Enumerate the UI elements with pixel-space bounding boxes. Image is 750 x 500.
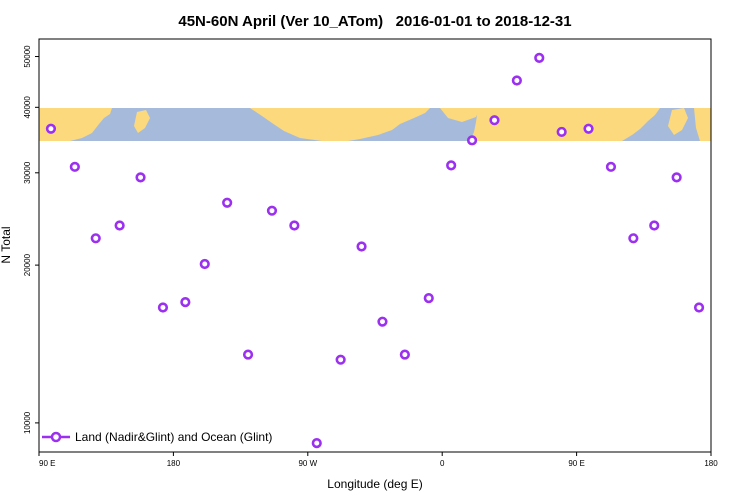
y-axis-label: N Total [0,226,13,263]
data-point [693,302,705,313]
data-point [311,438,322,449]
data-point [423,293,434,304]
x-axis: 90 E 180 90 W 0 90 E 180 [38,452,718,468]
data-point [356,241,367,252]
data-point [222,197,233,208]
data-point [266,205,278,216]
map-land-japan [134,110,150,133]
data-point [45,123,57,134]
data-point [180,297,191,308]
data-point [157,302,169,313]
x-tick-label: 90 E [39,459,55,468]
data-point [534,52,545,63]
map-land-asia-east [39,108,112,141]
data-point [135,172,146,183]
world-map-band [39,108,711,141]
data-point [399,349,410,360]
x-axis-label: Longitude (deg E) [327,477,422,491]
data-point [90,233,101,244]
x-tick-label: 90 E [568,459,584,468]
plot-frame [38,38,712,453]
data-point [69,161,80,172]
x-tick-label: 90 W [298,459,317,468]
x-tick-label: 180 [704,459,718,468]
map-land-eurasia [470,108,660,141]
data-point [335,354,346,365]
y-axis: 10000 20000 30000 40000 50000 [23,45,39,434]
data-point [242,349,254,360]
data-point [114,220,125,231]
legend: Land (Nadir&Glint) and Ocean (Glint) [42,430,272,444]
data-point [377,316,388,327]
data-point [511,75,522,86]
data-point [466,135,478,146]
data-point [605,161,617,172]
data-point [628,233,639,244]
series-points [45,52,705,449]
data-point [446,160,457,171]
chart-title: 45N-60N April (Ver 10_ATom) 2016-01-01 t… [178,13,571,30]
y-tick-label: 30000 [23,161,32,184]
y-tick-label: 50000 [23,45,32,68]
x-tick-label: 0 [440,459,445,468]
data-point [583,123,594,134]
data-point [489,115,500,126]
y-tick-label: 40000 [23,96,32,119]
data-point [289,220,300,231]
data-point [649,220,660,231]
legend-marker [50,431,62,443]
y-tick-label: 20000 [23,253,32,276]
x-tick-label: 180 [167,459,181,468]
map-land-asia-east-right [694,108,711,141]
map-land-greenland [440,108,480,122]
legend-label: Land (Nadir&Glint) and Ocean (Glint) [75,430,272,444]
data-point [199,258,210,270]
y-tick-label: 10000 [23,411,32,434]
data-point [671,172,682,183]
map-land-north-america [250,108,430,141]
map-land-japan-east [668,108,688,135]
data-point [556,126,567,138]
